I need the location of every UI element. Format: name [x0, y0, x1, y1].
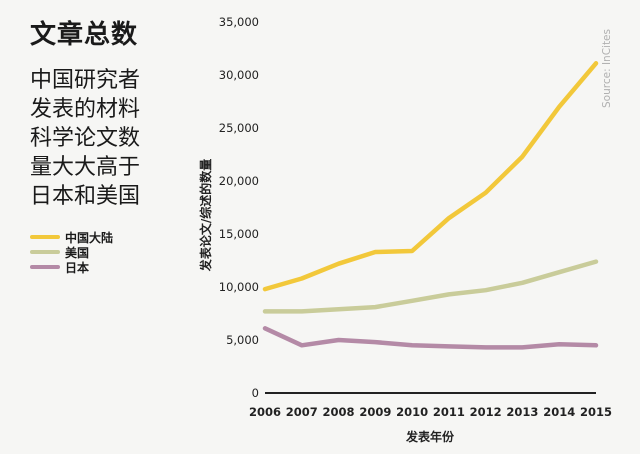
series-line-china: [262, 61, 599, 292]
legend-label: 日本: [65, 260, 90, 275]
legend-label: 中国大陆: [65, 230, 114, 245]
x-tick-label: 2009: [359, 405, 391, 419]
x-axis-title: 发表年份: [405, 429, 455, 444]
legend: 中国大陆 美国 日本: [30, 230, 113, 275]
y-axis-title: 发表论文/综述的数量: [198, 159, 213, 272]
legend-swatch: [30, 235, 60, 239]
subtitle-line: 科学论文数: [30, 126, 141, 151]
series-line-japan: [262, 326, 599, 350]
x-tick-label: 2010: [396, 405, 428, 419]
y-tick-label: 30,000: [219, 68, 259, 82]
series-line-usa: [262, 259, 599, 314]
subtitle-line: 量大大高于: [30, 155, 141, 180]
y-tick-label: 25,000: [219, 121, 259, 135]
page-title: 文章总数: [30, 20, 139, 50]
x-tick-label: 2007: [286, 405, 318, 419]
subtitle-line: 发表的材料: [30, 97, 141, 122]
y-tick-label: 0: [252, 386, 259, 400]
source-text: Source: InCites: [601, 29, 613, 108]
x-tick-label: 2011: [433, 405, 465, 419]
x-tick-label: 2012: [470, 405, 502, 419]
legend-label: 美国: [65, 245, 90, 260]
source-note: Source: InCites: [601, 29, 613, 108]
y-tick-label: 10,000: [219, 280, 259, 294]
legend-item-japan: 日本: [30, 260, 113, 275]
legend-swatch: [30, 250, 60, 254]
y-tick-label: 5,000: [226, 333, 259, 347]
subtitle-line: 中国研究者: [30, 68, 141, 93]
x-tick-label: 2006: [249, 405, 281, 419]
y-tick-label: 15,000: [219, 227, 259, 241]
subtitle: 中国研究者 发表的材料 科学论文数 量大大高于 日本和美国: [30, 66, 190, 211]
x-tick-label: 2013: [506, 405, 538, 419]
x-tick-label: 2008: [323, 405, 355, 419]
legend-swatch: [30, 265, 60, 269]
y-tick-label: 35,000: [219, 15, 259, 29]
x-tick-label: 2015: [580, 405, 612, 419]
legend-item-usa: 美国: [30, 245, 113, 260]
x-tick-label: 2014: [543, 405, 575, 419]
legend-item-china: 中国大陆: [30, 230, 114, 245]
subtitle-line: 日本和美国: [30, 184, 141, 209]
y-tick-label: 20,000: [219, 174, 259, 188]
